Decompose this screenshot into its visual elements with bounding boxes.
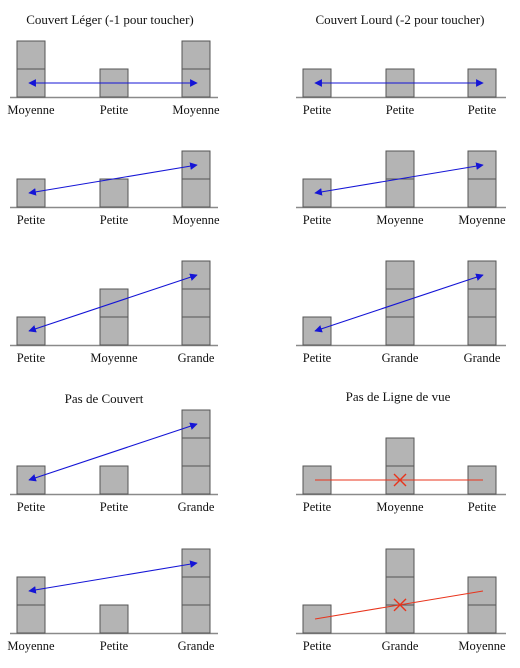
size-label: Petite [100,213,129,227]
block-body [99,178,129,208]
size-label: Petite [303,500,332,514]
size-label: Petite [303,351,332,365]
panel-heavy-cover-1: Petite Petite Petite [296,68,506,117]
size-label: Petite [100,639,129,653]
model-block-large [181,260,211,346]
size-label: Moyenne [376,213,424,227]
model-block-large [181,409,211,495]
size-label: Grande [178,500,215,514]
size-label: Grande [382,351,419,365]
panel-no-cover-1: Petite Petite Grande [10,409,218,514]
block-body [181,548,211,634]
model-block-small [16,465,46,495]
blocked-cross-icon [393,598,407,612]
title-light-cover: Couvert Léger (-1 pour toucher) [26,12,194,27]
size-label: Petite [100,500,129,514]
block-body [302,316,332,346]
size-label: Moyenne [172,213,220,227]
model-block-small [99,465,129,495]
panel-light-cover-1: Moyenne Petite Moyenne [7,40,220,117]
model-block-large [385,548,415,634]
block-body [99,465,129,495]
panel-light-cover-3: Petite Moyenne Grande [10,260,218,365]
title-heavy-cover: Couvert Lourd (-2 pour toucher) [316,12,485,27]
size-label: Petite [303,213,332,227]
line-of-sight-arrow [28,422,198,482]
size-label: Petite [17,351,46,365]
size-label: Moyenne [172,103,220,117]
size-label: Moyenne [376,500,424,514]
size-label: Grande [382,639,419,653]
model-block-small [16,316,46,346]
size-label: Petite [386,103,415,117]
size-label: Moyenne [458,639,506,653]
model-block-medium [99,288,129,346]
panel-no-los-2: Petite Grande Moyenne [296,548,506,653]
model-block-medium [181,40,211,98]
size-label: Grande [178,351,215,365]
block-body [99,604,129,634]
model-block-medium [467,150,497,208]
size-label: Petite [303,639,332,653]
model-block-small [99,178,129,208]
panel-heavy-cover-2: Petite Moyenne Moyenne [296,150,506,227]
size-label: Petite [17,500,46,514]
line-of-sight-arrow [314,273,484,333]
block-body [181,260,211,346]
line-of-sight-arrow [28,560,198,594]
panel-no-cover-2: Moyenne Petite Grande [7,548,218,653]
size-label: Petite [17,213,46,227]
model-block-small [302,316,332,346]
panel-light-cover-2: Petite Petite Moyenne [10,150,220,227]
line-of-sight-arrow [28,273,198,333]
line-of-sight-arrow [28,162,198,196]
panel-heavy-cover-3: Petite Grande Grande [296,260,506,365]
panel-no-los-1: Petite Moyenne Petite [296,437,506,514]
model-block-medium [385,437,415,495]
block-body [16,316,46,346]
title-no-cover: Pas de Couvert [65,391,144,406]
model-block-medium [16,40,46,98]
size-label: Petite [303,103,332,117]
line-of-sight-arrow [314,162,484,196]
model-block-medium [16,576,46,634]
model-block-small [99,604,129,634]
block-body [181,409,211,495]
model-block-medium [467,576,497,634]
size-label: Moyenne [458,213,506,227]
model-block-medium [181,150,211,208]
block-body [467,260,497,346]
block-body [16,465,46,495]
size-label: Moyenne [7,639,55,653]
size-label: Grande [178,639,215,653]
size-label: Petite [468,103,497,117]
blocked-cross-icon [393,473,407,487]
panels: Moyenne Petite Moyenne Petite Petite PetitePe… [7,40,506,653]
block-body [385,548,415,634]
size-label: Petite [468,500,497,514]
model-block-large [181,548,211,634]
title-no-line-of-sight: Pas de Ligne de vue [346,389,451,404]
size-label: Moyenne [7,103,55,117]
size-label: Grande [464,351,501,365]
size-label: Moyenne [90,351,138,365]
model-block-large [467,260,497,346]
size-label: Petite [100,103,129,117]
